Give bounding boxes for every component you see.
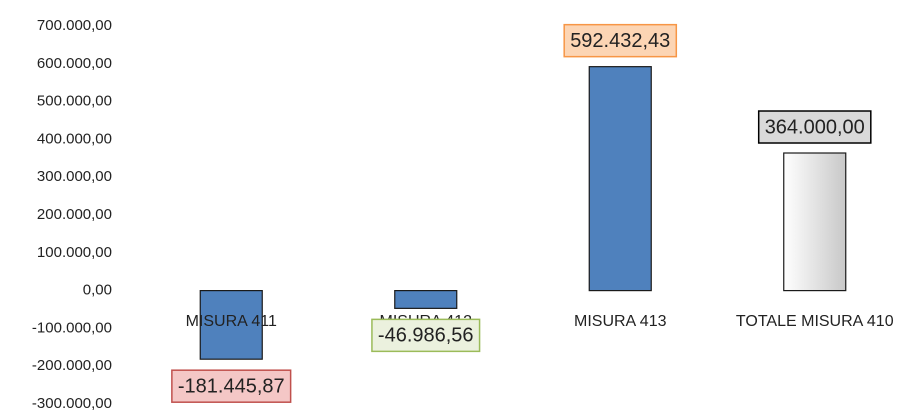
x-tick-label: TOTALE MISURA 410 — [736, 313, 894, 330]
y-tick-label: -300.000,00 — [32, 395, 112, 410]
y-tick-label: 100.000,00 — [37, 244, 112, 261]
y-tick-label: 700.000,00 — [37, 17, 112, 34]
bar — [588, 66, 652, 292]
value-label: 364.000,00 — [765, 116, 865, 138]
y-tick-label: 300.000,00 — [37, 168, 112, 185]
value-label-box — [171, 369, 292, 403]
bar — [783, 152, 847, 292]
x-tick-label: MISURA 413 — [574, 313, 667, 330]
value-label-box — [563, 23, 678, 58]
bar — [394, 290, 458, 309]
y-tick-label: 200.000,00 — [37, 206, 112, 223]
value-label: -181.445,87 — [178, 375, 285, 397]
y-tick-label: 0,00 — [83, 282, 112, 299]
y-tick-label: 600.000,00 — [37, 55, 112, 72]
value-label-box — [371, 318, 481, 353]
x-tick-label: MISURA 411 — [186, 313, 277, 330]
bar — [199, 290, 263, 360]
value-label: 592.432,43 — [570, 30, 670, 52]
value-label: -46.986,56 — [378, 325, 474, 347]
y-tick-label: 400.000,00 — [37, 130, 112, 147]
y-tick-label: -200.000,00 — [32, 357, 112, 374]
y-tick-label: -100.000,00 — [32, 319, 112, 336]
y-tick-label: 500.000,00 — [37, 93, 112, 110]
value-label-box — [757, 110, 872, 144]
